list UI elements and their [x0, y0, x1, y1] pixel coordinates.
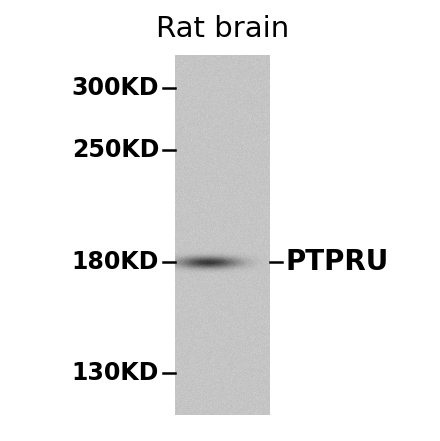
Text: 180KD: 180KD	[72, 250, 159, 274]
Text: PTPRU: PTPRU	[286, 248, 389, 276]
Text: 300KD: 300KD	[71, 75, 159, 100]
Text: 130KD: 130KD	[72, 361, 159, 385]
Text: Rat brain: Rat brain	[156, 15, 289, 43]
Text: 250KD: 250KD	[72, 138, 159, 162]
